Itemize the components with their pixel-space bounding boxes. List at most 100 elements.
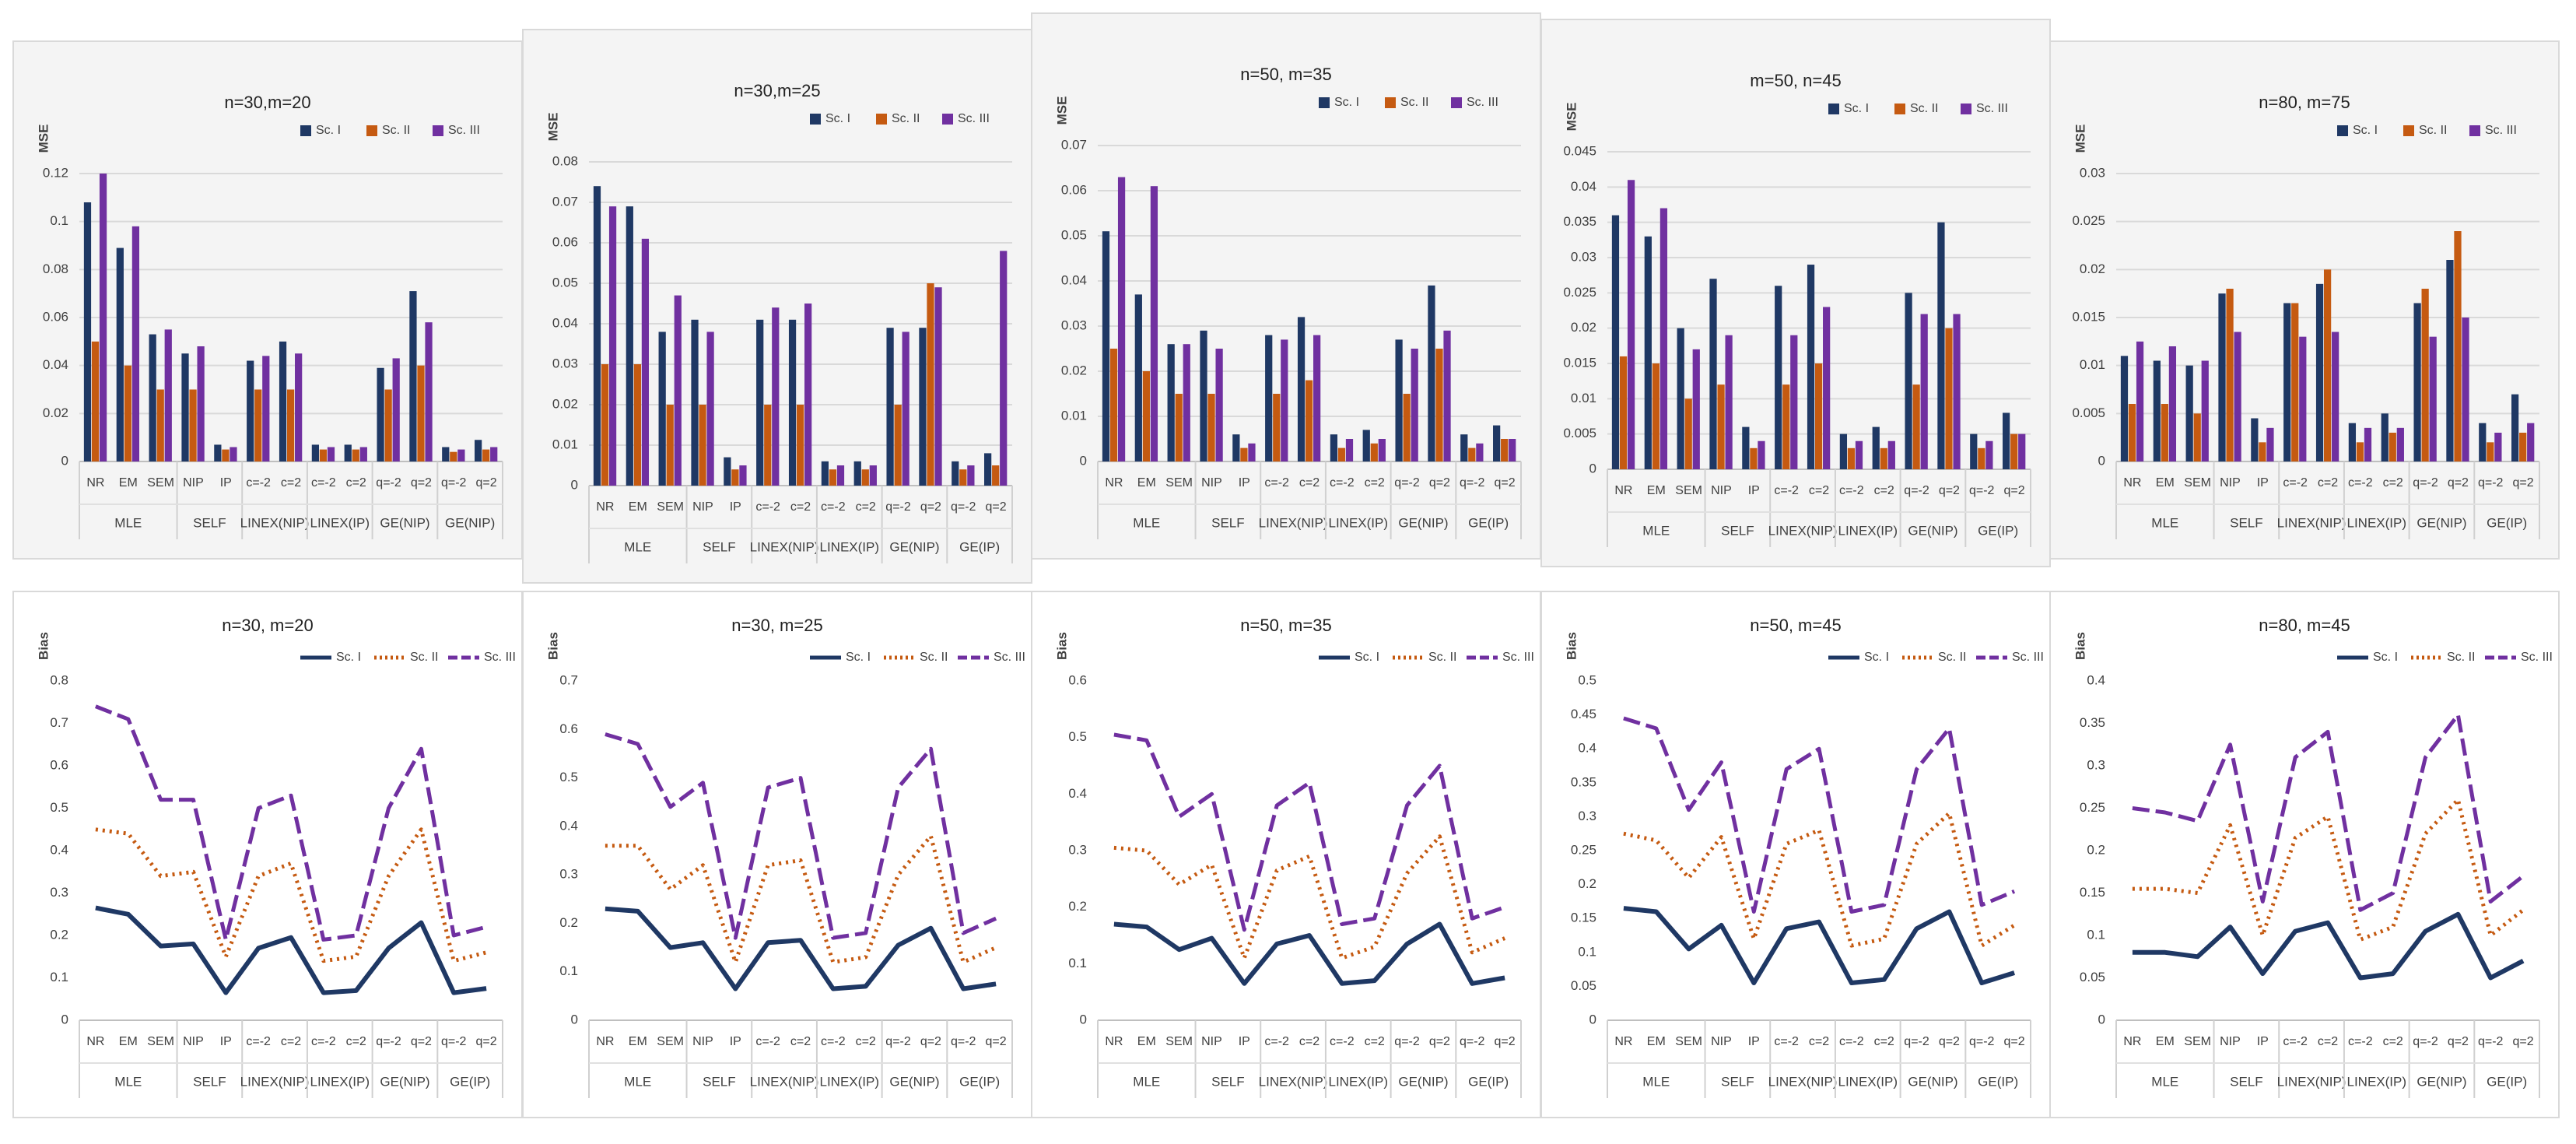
bar — [2266, 427, 2274, 461]
group-label: MLE — [114, 1074, 142, 1089]
bar — [116, 247, 124, 461]
bar — [1207, 394, 1215, 461]
bar — [2136, 341, 2144, 461]
bar — [952, 461, 959, 486]
y-tick-label: 0 — [571, 1012, 578, 1026]
x-tick-label: NR — [2123, 476, 2141, 490]
group-label: GE(NIP) — [2417, 1074, 2466, 1089]
bar — [156, 389, 164, 461]
x-tick-label: c=-2 — [2348, 476, 2373, 490]
x-tick-label: c=2 — [2383, 476, 2403, 490]
series-line — [94, 704, 487, 942]
bar — [1905, 293, 1912, 469]
legend-label: Sc. III — [484, 651, 516, 664]
group-label: GE(IP) — [1468, 515, 1509, 530]
group-label: LINEX(NIP) — [2277, 515, 2346, 530]
y-tick-label: 0.05 — [1061, 227, 1087, 242]
x-tick-label: c=-2 — [1330, 476, 1355, 490]
bar — [1313, 335, 1321, 461]
legend-label: Sc. I — [846, 651, 871, 664]
x-tick-label: IP — [1239, 1035, 1250, 1048]
bar — [1265, 335, 1273, 461]
x-tick-label: c=2 — [856, 1035, 876, 1048]
legend-label: Sc. II — [1938, 651, 1966, 664]
x-tick-label: q=2 — [920, 1035, 941, 1048]
bar — [2356, 442, 2364, 461]
x-tick-label: IP — [1239, 476, 1250, 490]
bar — [1501, 439, 1509, 461]
chart-title: m=50, n=45 — [1750, 71, 1841, 90]
legend-item: Sc. III — [1451, 96, 1498, 109]
bar — [286, 389, 295, 461]
x-tick-label: c=2 — [1874, 484, 1894, 497]
legend-label: Sc. I — [1355, 651, 1379, 664]
bar — [1782, 384, 1790, 469]
bar — [2168, 346, 2177, 461]
bar — [1305, 380, 1313, 461]
bar — [1677, 328, 1684, 469]
legend-item: Sc. II — [2403, 124, 2447, 137]
x-tick-label: IP — [220, 1035, 232, 1048]
x-tick-label: q=2 — [986, 1035, 1007, 1048]
legend-item: Sc. III — [942, 112, 990, 125]
y-tick-label: 0 — [61, 1012, 68, 1026]
y-tick-label: 0.3 — [50, 885, 68, 900]
group-label: GE(IP) — [959, 1074, 1000, 1089]
y-tick-label: 0.06 — [552, 234, 578, 249]
y-tick-label: 0.7 — [50, 715, 68, 730]
group-label: SELF — [1721, 1074, 1754, 1089]
x-tick-label: EM — [629, 500, 647, 514]
bar — [1717, 384, 1725, 469]
y-tick-label: 0.05 — [552, 275, 578, 290]
x-tick-label: q=2 — [1939, 1035, 1960, 1048]
bar — [377, 367, 384, 461]
x-tick-label: q=-2 — [441, 476, 467, 490]
bar — [894, 405, 902, 486]
x-tick-label: q=2 — [1939, 484, 1960, 497]
legend-swatch — [876, 114, 887, 125]
bar — [788, 319, 797, 486]
group-label: MLE — [114, 515, 142, 530]
x-tick-label: c=-2 — [2348, 1035, 2373, 1048]
x-tick-label: c=2 — [790, 500, 811, 514]
y-tick-label: 0.03 — [1061, 318, 1087, 332]
legend-item: Sc. I — [1828, 102, 1869, 115]
x-tick-label: EM — [1647, 484, 1666, 497]
series-line — [2132, 911, 2525, 981]
legend-label: Sc. II — [1910, 102, 1938, 115]
x-tick-label: q=2 — [1429, 1035, 1450, 1048]
y-tick-label: 0.25 — [1571, 842, 1596, 857]
x-tick-label: NIP — [1201, 1035, 1222, 1048]
x-tick-label: q=2 — [2004, 484, 2025, 497]
bar — [2396, 427, 2404, 461]
bar — [1945, 328, 1953, 469]
bar — [1644, 236, 1652, 469]
x-tick-label: SEM — [1165, 1035, 1193, 1048]
bar — [641, 238, 650, 486]
chart-title: n=30, m=25 — [731, 616, 822, 635]
legend-item: Sc. I — [2337, 124, 2378, 137]
y-tick-label: 0.01 — [552, 437, 578, 451]
bar — [2454, 231, 2462, 461]
y-tick-label: 0.03 — [2080, 165, 2105, 180]
bar — [1652, 363, 1660, 469]
x-tick-label: NIP — [183, 476, 204, 490]
x-tick-label: q=-2 — [2478, 1035, 2504, 1048]
x-tick-label: c=2 — [1299, 476, 1320, 490]
y-axis-label: Bias — [545, 632, 560, 660]
group-label: SELF — [193, 515, 226, 530]
bar — [1370, 443, 1378, 461]
x-tick-label: NR — [596, 500, 614, 514]
chart-panel: n=50, m=45 Bias 0 0.05 0.1 0.15 0.2 0.25 0.3 0.35… — [1540, 591, 2051, 1118]
legend-swatch — [1894, 104, 1905, 114]
bar — [344, 444, 352, 461]
bar — [450, 451, 457, 461]
bar — [1281, 339, 1288, 461]
x-tick-label: NIP — [1711, 1035, 1732, 1048]
legend-label: Sc. II — [1400, 96, 1428, 109]
bar — [1150, 186, 1158, 461]
bar — [149, 334, 156, 461]
x-tick-label: EM — [1137, 1035, 1156, 1048]
bar — [1493, 425, 1501, 461]
